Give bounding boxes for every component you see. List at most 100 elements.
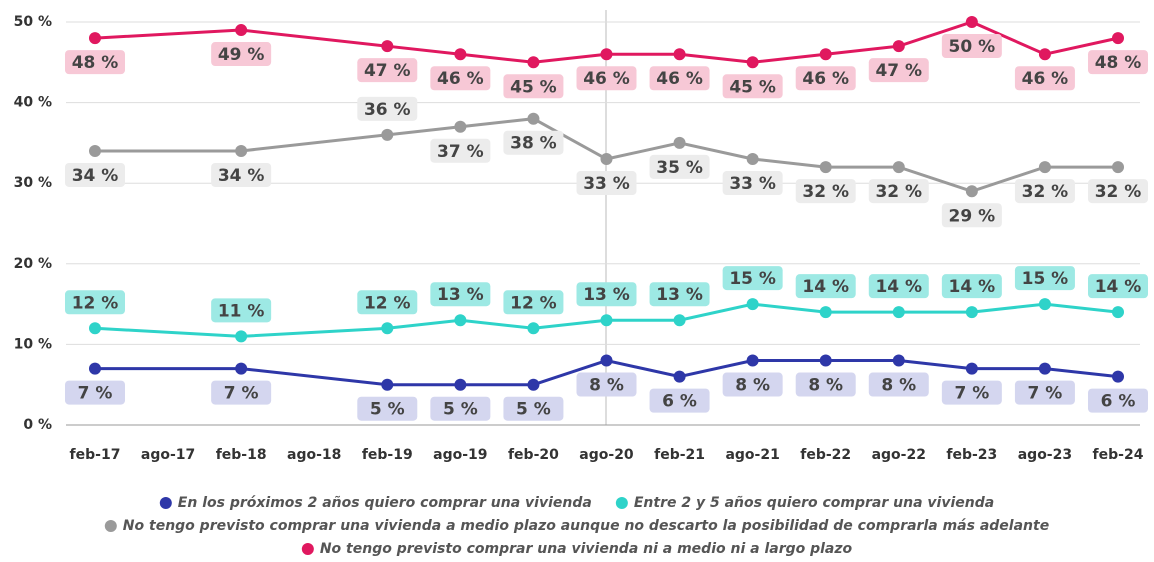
data-point <box>1038 161 1051 174</box>
legend-label: No tengo previsto comprar una vivienda n… <box>320 541 853 557</box>
data-label-bg <box>1014 179 1075 204</box>
data-point <box>381 128 394 141</box>
x-tick-label: feb-23 <box>946 447 997 463</box>
data-point <box>1112 161 1124 174</box>
data-point <box>1112 370 1124 383</box>
x-tick-label: ago-17 <box>141 447 195 463</box>
data-label-bg <box>576 171 637 196</box>
data-label-bg <box>503 396 564 421</box>
data-label-bg <box>65 380 125 405</box>
data-point <box>454 120 467 133</box>
data-label: 5 % <box>370 400 405 420</box>
data-label: 14 % <box>875 277 922 297</box>
data-point <box>235 362 248 375</box>
data-point <box>89 362 101 375</box>
data-label: 5 % <box>443 400 478 420</box>
data-label-bg <box>576 372 637 397</box>
data-label-bg <box>1088 388 1148 413</box>
x-tick-label: feb-24 <box>1093 447 1144 463</box>
legend-marker <box>104 520 117 532</box>
data-point <box>965 16 978 28</box>
data-point <box>89 32 101 45</box>
legend-marker <box>615 497 628 509</box>
data-label: 12 % <box>72 293 119 313</box>
data-label: 34 % <box>218 166 265 186</box>
data-point <box>1038 48 1051 61</box>
data-point <box>673 48 686 61</box>
data-label: 47 % <box>364 61 411 81</box>
data-point <box>600 354 613 367</box>
data-label-bg <box>430 138 491 163</box>
data-label-bg <box>1088 274 1148 299</box>
data-point <box>89 322 101 335</box>
data-label: 32 % <box>1022 182 1069 202</box>
data-label: 32 % <box>875 182 922 202</box>
data-label: 37 % <box>437 142 484 162</box>
data-label-bg <box>868 274 929 299</box>
data-point <box>381 322 394 335</box>
data-label: 7 % <box>954 384 989 404</box>
data-point <box>235 24 248 37</box>
data-label: 8 % <box>589 376 624 396</box>
legend-label: Entre 2 y 5 años quiero comprar una vivi… <box>634 495 994 511</box>
data-point <box>965 306 978 319</box>
data-label: 14 % <box>802 277 849 297</box>
data-label-bg <box>941 380 1002 405</box>
data-label: 5 % <box>516 400 551 420</box>
data-label-bg <box>65 50 125 75</box>
data-point <box>819 354 832 367</box>
data-label-bg <box>576 282 637 307</box>
data-label-bg <box>868 58 929 83</box>
data-label: 14 % <box>949 277 996 297</box>
data-label-bg <box>576 66 637 91</box>
data-label: 29 % <box>949 206 996 226</box>
data-label: 46 % <box>583 69 630 89</box>
data-label-bg <box>1014 66 1075 91</box>
data-label-bg <box>503 74 564 99</box>
data-point <box>746 298 759 311</box>
data-label: 11 % <box>218 301 265 321</box>
data-label: 34 % <box>72 166 119 186</box>
legend-label: En los próximos 2 años quiero comprar un… <box>178 495 592 511</box>
data-label-bg <box>649 282 710 307</box>
data-point <box>527 378 540 391</box>
data-label-bg <box>941 274 1002 299</box>
data-label: 15 % <box>1022 269 1069 289</box>
data-label: 36 % <box>364 100 411 120</box>
data-point <box>381 378 394 391</box>
legend-marker <box>159 497 172 509</box>
data-point <box>892 354 905 367</box>
data-label-bg <box>795 274 856 299</box>
data-label-bg <box>868 179 929 204</box>
data-label-bg <box>941 34 1002 58</box>
data-label: 38 % <box>510 134 557 154</box>
x-tick-label: ago-19 <box>433 447 487 463</box>
data-label: 6 % <box>662 392 697 412</box>
data-label-bg <box>430 396 491 421</box>
data-label-bg <box>722 372 783 397</box>
data-label-bg <box>357 290 418 315</box>
data-point <box>1112 32 1124 45</box>
data-label-bg <box>430 282 491 307</box>
data-label-bg <box>65 162 125 187</box>
data-label: 8 % <box>881 376 916 396</box>
data-label: 49 % <box>218 45 265 65</box>
data-point <box>600 314 613 327</box>
data-point <box>381 40 394 53</box>
data-label: 7 % <box>1028 384 1063 404</box>
data-point <box>965 362 978 375</box>
data-label: 32 % <box>1095 182 1142 202</box>
data-label-bg <box>649 66 710 91</box>
data-label-bg <box>868 372 929 397</box>
x-tick-label: feb-18 <box>216 447 267 463</box>
x-tick-label: feb-17 <box>70 447 121 463</box>
x-tick-label: feb-19 <box>362 447 413 463</box>
data-label: 7 % <box>78 384 113 404</box>
data-label: 47 % <box>875 61 922 81</box>
data-label-bg <box>722 74 783 99</box>
data-label: 12 % <box>364 293 411 313</box>
data-point <box>527 322 540 335</box>
data-point <box>746 153 759 166</box>
data-label-bg <box>1088 179 1148 204</box>
